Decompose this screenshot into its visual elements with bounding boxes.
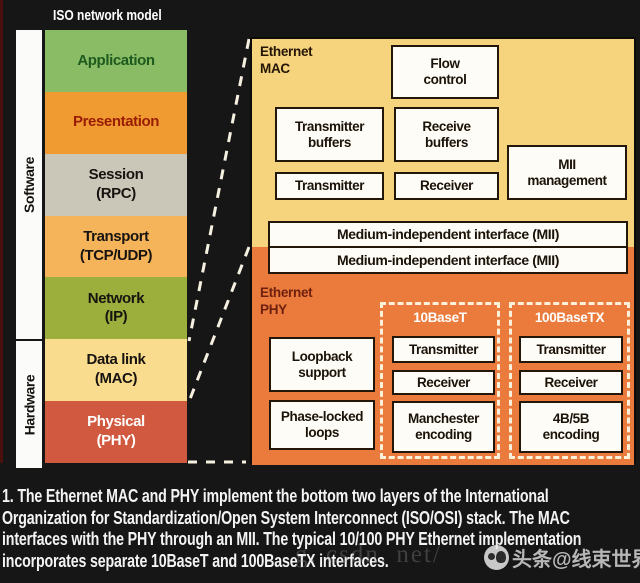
- stack-row: Transport (TCP/UDP): [45, 215, 187, 278]
- 4b5b-encoding-box: 4B/5B encoding: [519, 401, 623, 453]
- stack-row-sublabel: (MAC): [94, 370, 138, 388]
- stack-row: Network (IP): [45, 277, 187, 340]
- 10baset-label: 10BaseT: [413, 310, 467, 325]
- 10baset-group: 10BaseT Transmitter Receiver Manchester …: [380, 302, 500, 459]
- caption-line: interfaces with the PHY through an MII. …: [2, 529, 582, 550]
- phase-locked-loops-box: Phase-locked loops: [269, 400, 375, 450]
- stack-row-label: Presentation: [72, 113, 160, 131]
- 100basetx-group: 100BaseTX Transmitter Receiver 4B/5B enc…: [509, 302, 630, 459]
- stack-row-label: Network: [87, 289, 145, 307]
- iso-model-title: ISO network model: [53, 7, 162, 24]
- stack-row-label: Data link: [86, 351, 146, 369]
- caption-line: 1. The Ethernet MAC and PHY implement th…: [2, 486, 549, 506]
- left-edge-strip: [0, 0, 3, 463]
- ethernet-mac-section-label: Ethernet MAC: [260, 44, 313, 76]
- stack-row-label: Physical: [87, 413, 145, 431]
- stack-row-sublabel: (PHY): [96, 432, 136, 450]
- figure-caption: 1. The Ethernet MAC and PHY implement th…: [2, 486, 638, 572]
- software-side-bar: Software: [16, 30, 42, 339]
- toutiao-logo-icon: [484, 545, 509, 570]
- stack-row: Physical (PHY): [45, 401, 187, 464]
- loopback-support-box: Loopback support: [269, 337, 375, 392]
- stack-row: Application: [45, 30, 187, 92]
- stack-row-sublabel: (IP): [104, 308, 128, 326]
- stack-row: Presentation: [45, 91, 187, 154]
- 10baset-transmitter-box: Transmitter: [392, 336, 495, 363]
- stack-row: Data link (MAC): [45, 339, 187, 402]
- stack-row-sublabel: (TCP/UDP): [79, 246, 153, 264]
- csdn-watermark: g. csdn. net/: [295, 541, 442, 568]
- toutiao-watermark: 头条@线束世界: [484, 543, 640, 572]
- caption-line: incorporates separate 10BaseT and 100Bas…: [2, 550, 389, 571]
- ethernet-phy-section-label: Ethernet PHY: [260, 285, 313, 317]
- mac-phy-panel: Ethernet MAC Flow control Transmitter bu…: [250, 37, 636, 465]
- mii-interface-bar-2: Medium-independent interface (MII): [268, 246, 628, 274]
- stack-row: Session (RPC): [45, 153, 187, 216]
- 100basetx-label: 100BaseTX: [534, 310, 605, 325]
- mii-interface-bar-1: Medium-independent interface (MII): [268, 221, 628, 248]
- iso-layer-stack: Application Presentation Session (RPC) Trans…: [45, 30, 187, 464]
- stack-row-label: Transport: [83, 227, 149, 245]
- manchester-encoding-box: Manchester encoding: [392, 401, 495, 453]
- hardware-label: Hardware: [21, 374, 38, 435]
- mac-transmitter-box: Transmitter: [275, 172, 384, 200]
- receive-buffers-box: Receive buffers: [394, 107, 499, 162]
- stack-row-sublabel: (RPC): [96, 184, 136, 202]
- caption-line: Organization for Standardization/Open Sy…: [2, 507, 570, 528]
- hardware-side-bar: Hardware: [16, 341, 42, 468]
- 10baset-receiver-box: Receiver: [392, 370, 495, 395]
- software-label: Software: [21, 156, 37, 213]
- 100basetx-receiver-box: Receiver: [519, 370, 623, 395]
- flow-control-box: Flow control: [391, 45, 499, 99]
- stack-row-label: Application: [77, 51, 155, 69]
- mii-management-box: MII management: [507, 145, 627, 200]
- transmitter-buffers-box: Transmitter buffers: [275, 107, 384, 162]
- stack-row-label: Session: [88, 165, 144, 183]
- toutiao-watermark-text: 头条@线束世界: [512, 549, 640, 571]
- mac-receiver-box: Receiver: [394, 172, 499, 200]
- 100basetx-transmitter-box: Transmitter: [519, 336, 623, 363]
